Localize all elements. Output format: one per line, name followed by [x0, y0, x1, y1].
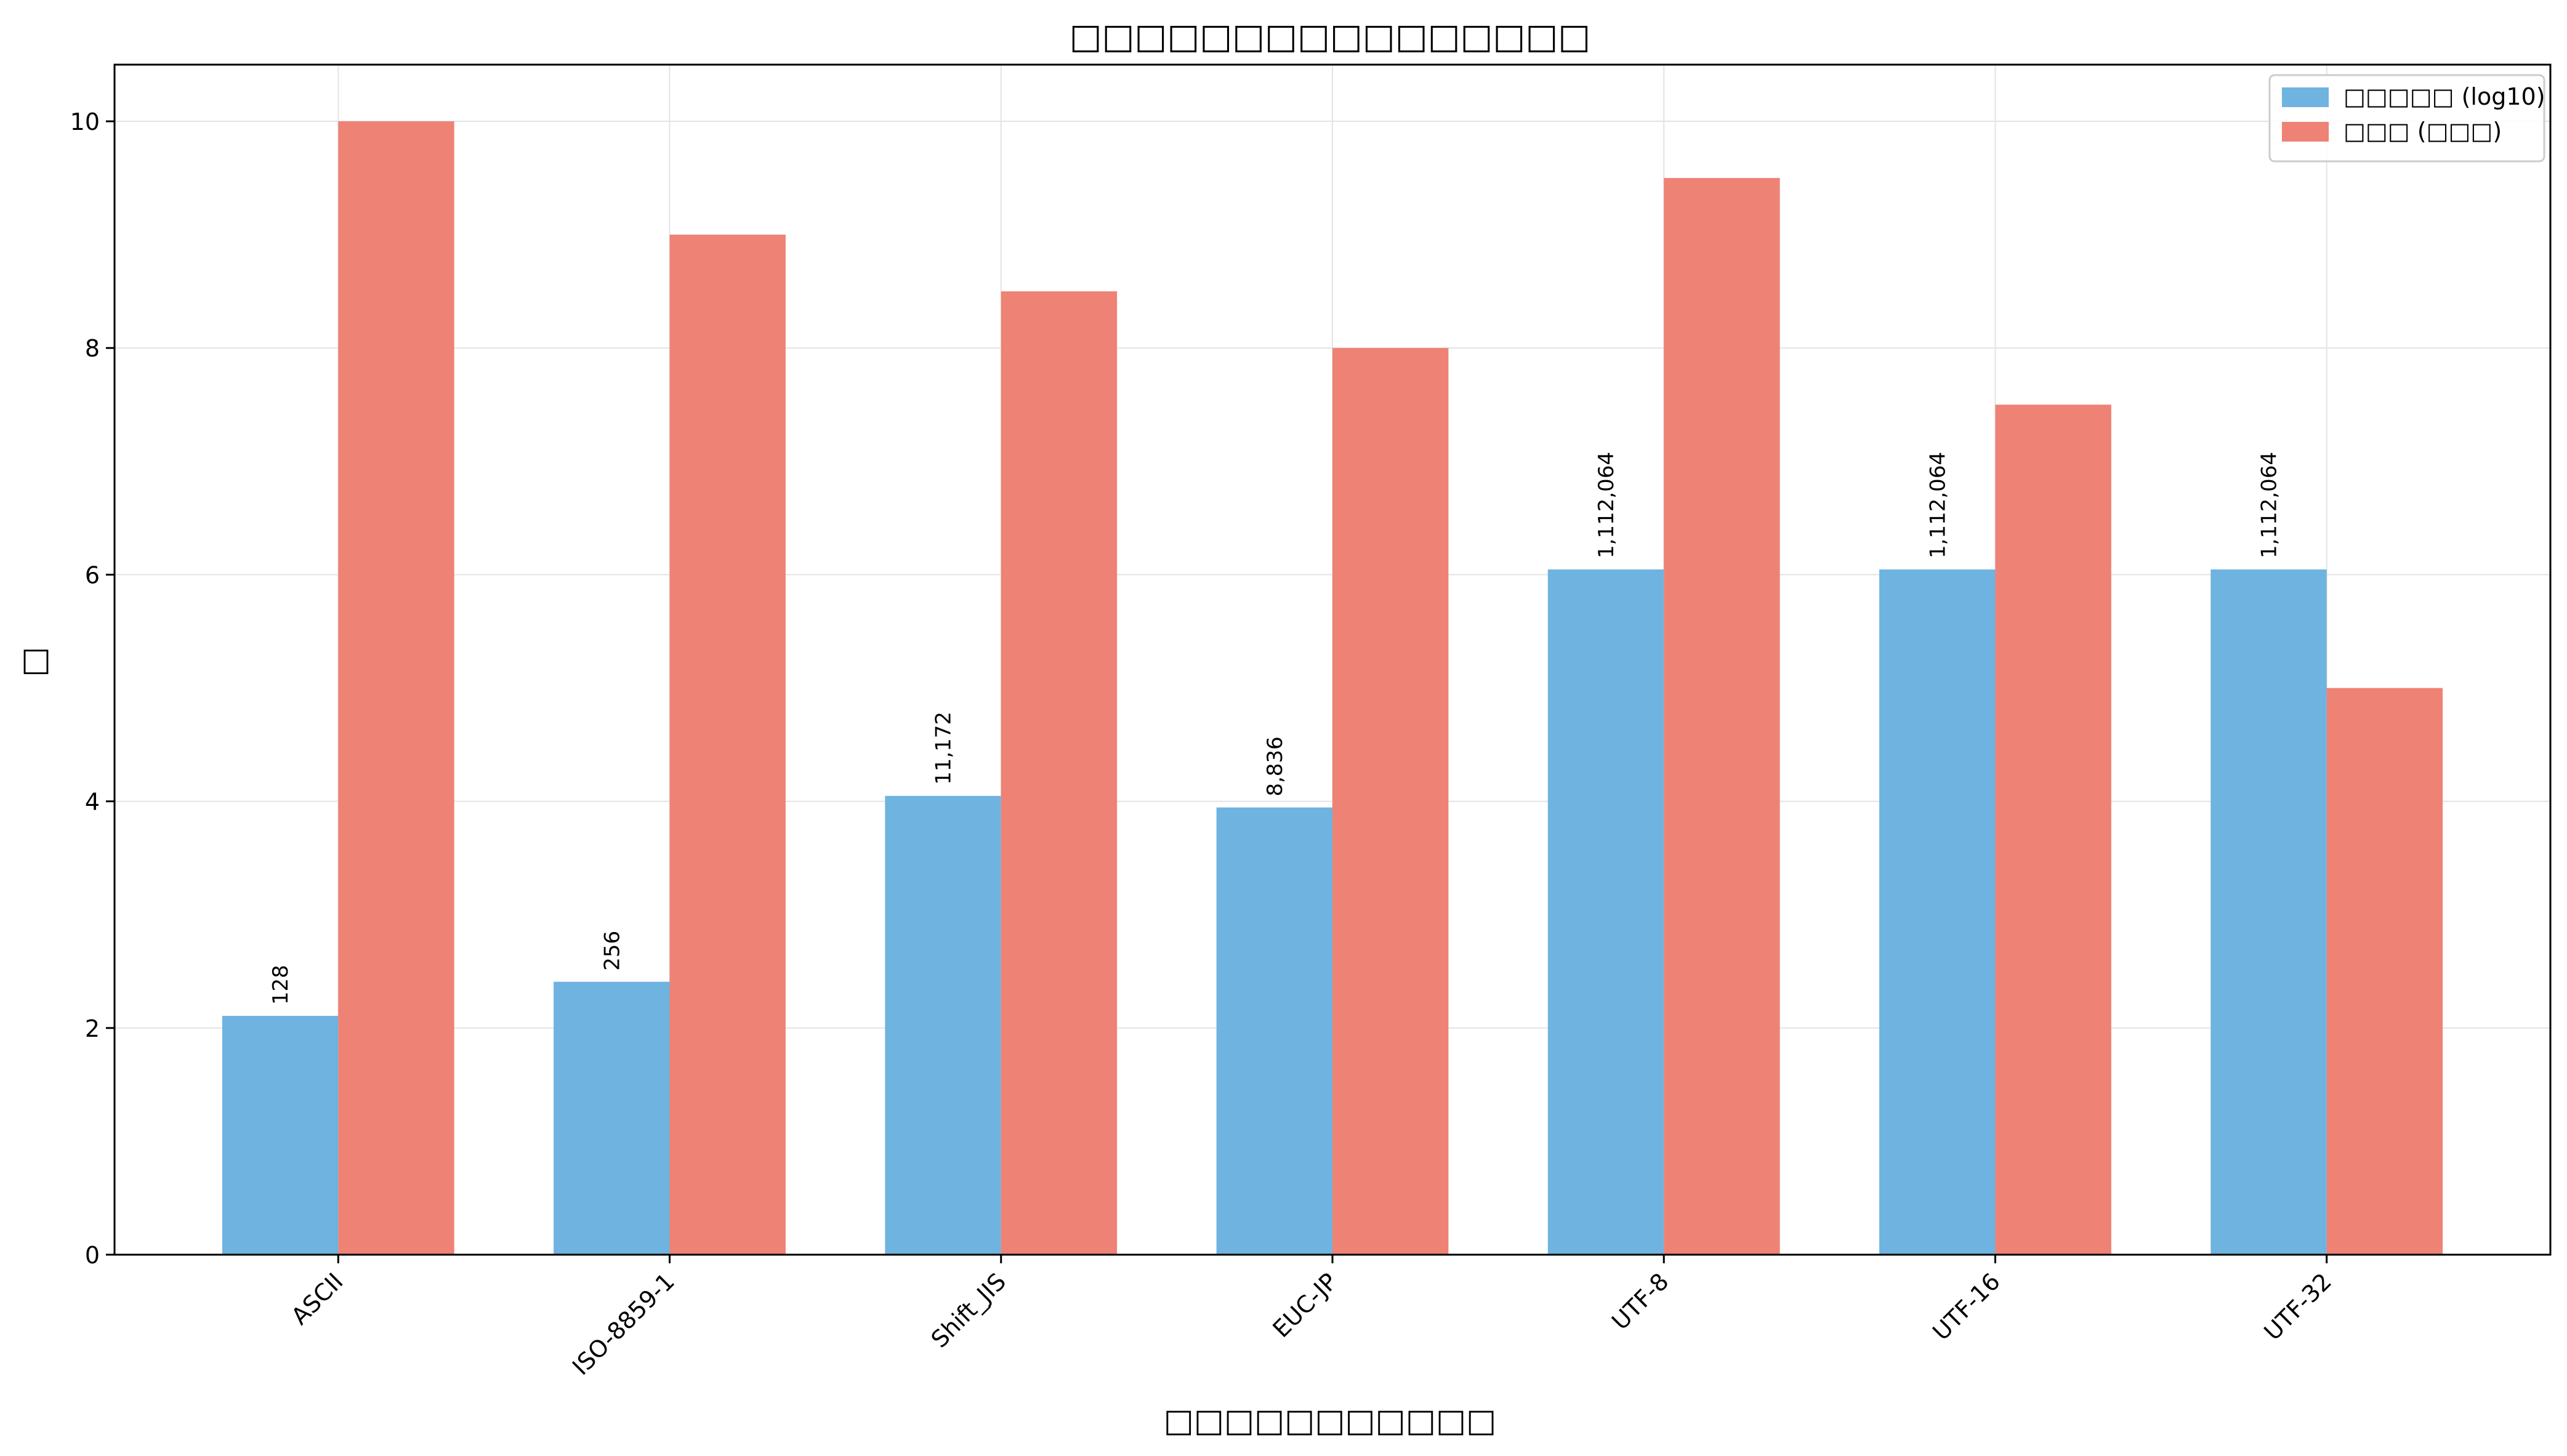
bar-data-label: 1,112,064	[1594, 452, 1619, 558]
bar-series-2-shift_jis	[1001, 291, 1118, 1255]
y-tick-label: 4	[85, 789, 100, 816]
legend-label-series-2: □□□ (□□□)	[2343, 118, 2502, 145]
bar-series-1-iso-8859-1	[554, 981, 670, 1255]
bar-series-1-euc-jp	[1216, 807, 1332, 1255]
y-axis-label: □	[15, 646, 52, 677]
legend-label-series-1: □□□□□ (log10)	[2343, 83, 2545, 110]
y-tick-label: 10	[70, 108, 100, 135]
bar-data-label: 11,172	[932, 712, 956, 785]
legend-swatch-series-1	[2282, 87, 2329, 107]
bar-series-1-utf-8	[1547, 569, 1664, 1255]
bar-series-2-utf-8	[1664, 178, 1780, 1255]
bar-data-label: 1,112,064	[2257, 452, 2282, 558]
y-tick-label: 6	[85, 561, 100, 589]
x-axis-label: □□□□□□□□□□□	[1164, 1402, 1496, 1439]
bar-series-1-utf-32	[2210, 569, 2327, 1255]
legend: □□□□□ (log10) □□□ (□□□)	[2268, 74, 2545, 163]
bar-data-label: 256	[600, 931, 624, 971]
bar-series-1-shift_jis	[885, 795, 1001, 1255]
bar-data-label: 8,836	[1263, 736, 1288, 796]
legend-swatch-series-2	[2282, 122, 2329, 142]
legend-box	[2268, 74, 2545, 163]
y-tick-label: 0	[85, 1242, 100, 1269]
bar-series-1-ascii	[222, 1016, 339, 1255]
y-tick-label: 2	[85, 1015, 100, 1042]
bar-series-2-euc-jp	[1332, 348, 1449, 1255]
bar-series-2-utf-32	[2326, 688, 2443, 1255]
bar-series-1-utf-16	[1879, 569, 1996, 1255]
bar-series-2-iso-8859-1	[669, 235, 786, 1255]
bar-series-2-utf-16	[1995, 404, 2111, 1255]
bars	[222, 121, 2443, 1255]
y-tick-label: 8	[85, 335, 100, 362]
bar-data-label: 1,112,064	[1925, 452, 1950, 558]
bar-labels: 128 256 11,172 8,836 1,112,064 1,112,064 1,112…	[268, 452, 2281, 1005]
bar-data-label: 128	[268, 965, 293, 1005]
chart-title: □□□□□□□□□□□□□□□□	[1070, 17, 1591, 57]
bar-series-2-ascii	[338, 121, 454, 1255]
